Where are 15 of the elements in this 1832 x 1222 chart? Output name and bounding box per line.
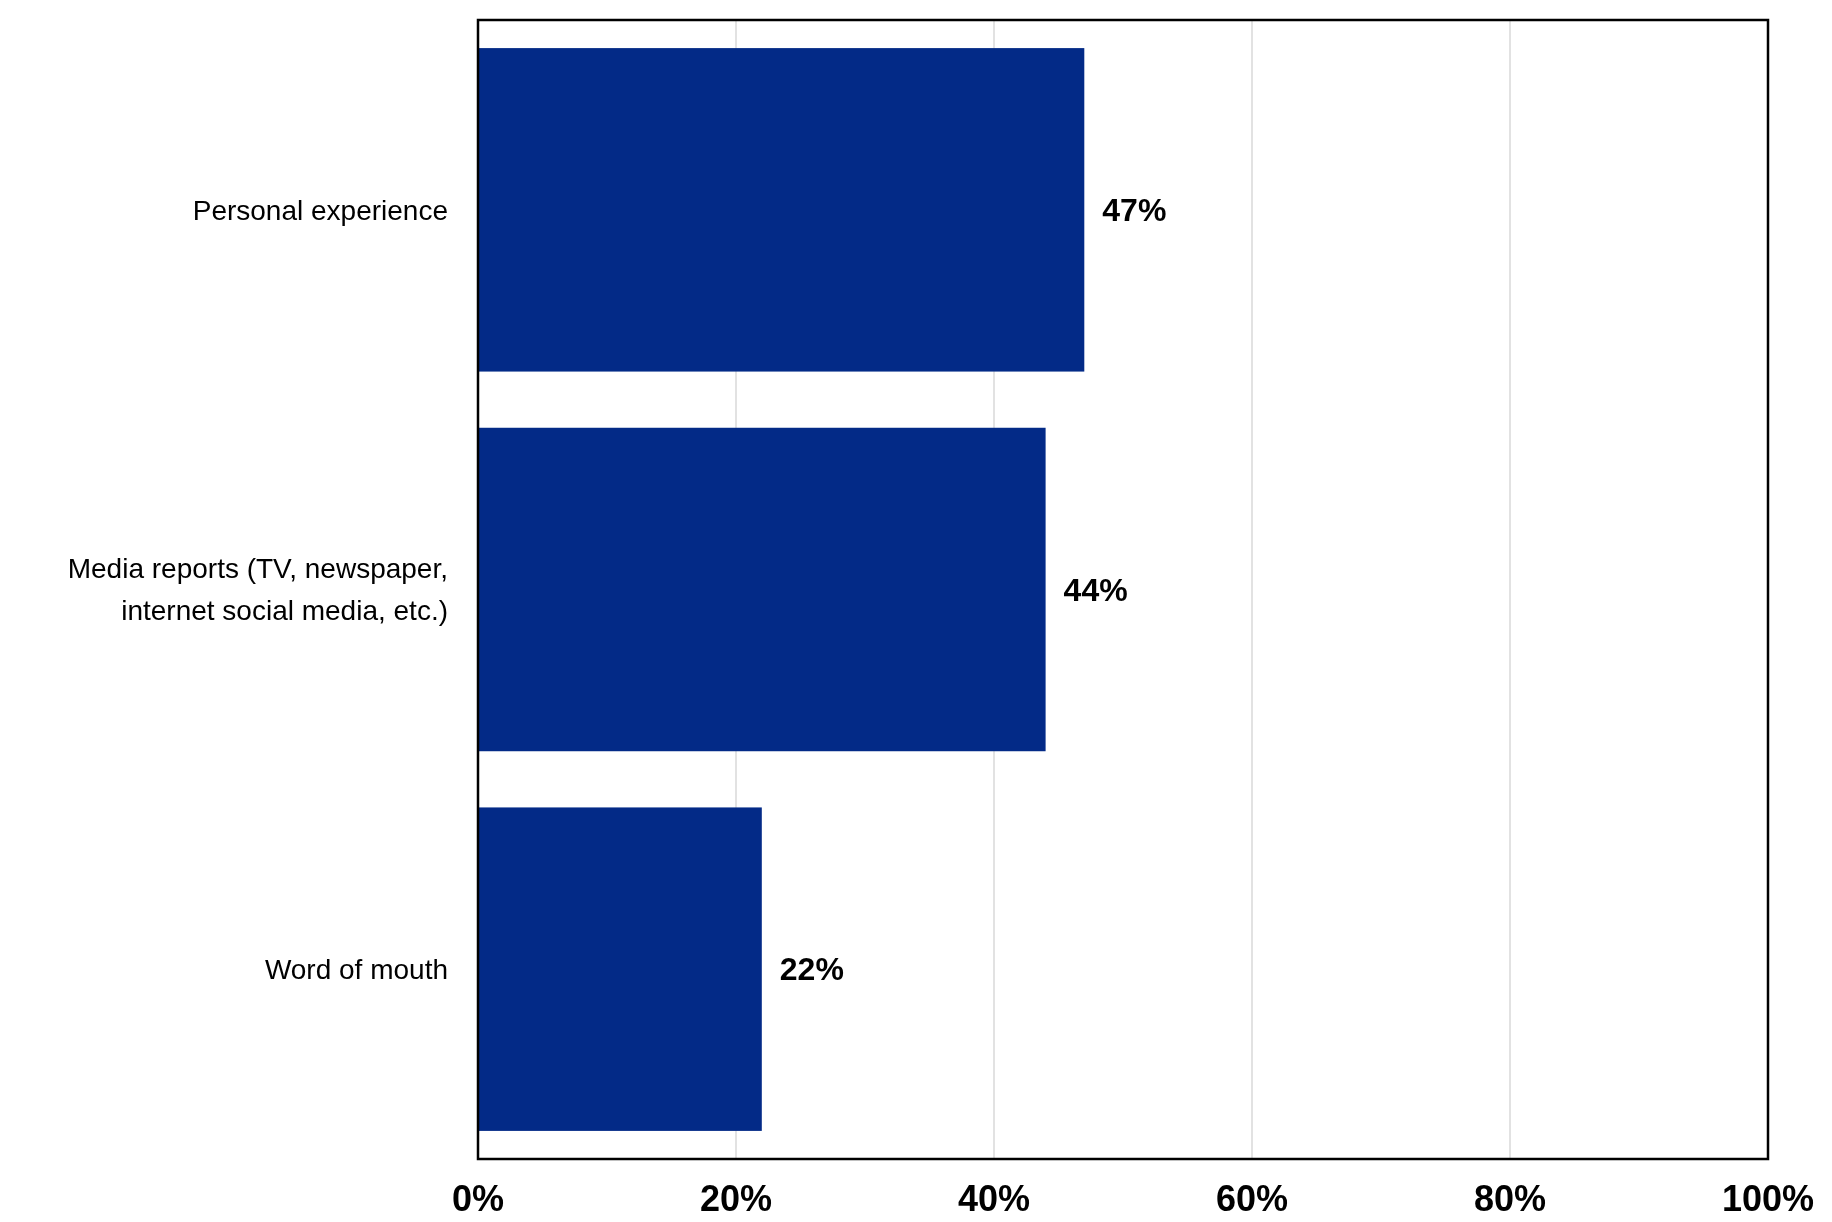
y-tick-label: Media reports (TV, newspaper, internet social media, etc.) (67, 553, 448, 627)
data-label: 22% (779, 951, 844, 988)
x-tick-label: 100% (1721, 1178, 1815, 1219)
x-tick-label: 80% (1473, 1178, 1547, 1219)
data-label: 44% (1063, 571, 1128, 608)
x-tick-label: 60% (1215, 1178, 1289, 1219)
x-tick-label: 40% (957, 1178, 1031, 1219)
x-tick-label: 0% (451, 1178, 505, 1219)
bar (478, 48, 1085, 372)
y-tick-label: Personal experience (192, 194, 448, 226)
bar (478, 807, 762, 1131)
data-label: 47% (1102, 192, 1167, 229)
x-tick-label: 20% (699, 1178, 773, 1219)
y-tick-label: Word of mouth (264, 953, 448, 985)
bar (478, 427, 1046, 752)
